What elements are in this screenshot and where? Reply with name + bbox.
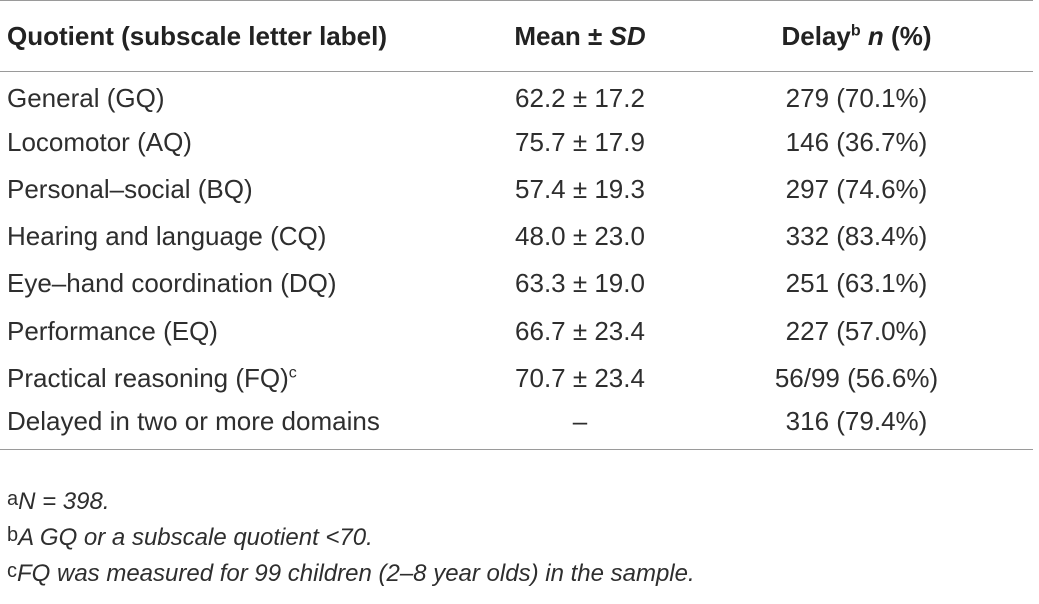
row-quotient-label: Hearing and language (CQ) (7, 221, 327, 252)
row-footnote-mark: c (288, 364, 297, 382)
footnote-text: N = 398. (18, 488, 110, 515)
row-quotient-label: Eye–hand coordination (DQ) (7, 268, 337, 299)
row-quotient: Practical reasoning (FQ)c (0, 355, 480, 402)
row-delay: 56/99 (56.6%) (774, 362, 939, 393)
row-mean: – (572, 405, 588, 436)
footnote-mark: c (7, 560, 17, 582)
row-quotient: Personal–social (BQ) (0, 166, 480, 213)
row-delay: 316 (79.4%) (785, 405, 928, 436)
header-delay: Delayb n (%) (680, 1, 1033, 72)
footnote-text: FQ was measured for 99 children (2–8 yea… (17, 560, 695, 587)
row-quotient-label: Personal–social (BQ) (7, 173, 253, 204)
table-footnotes: aN = 398. bA GQ or a subscale quotient <… (7, 484, 695, 592)
table-body: General (GQ) 62.2 ± 17.2 279 (70.1%) Loc… (0, 72, 1033, 449)
table-header: Quotient (subscale letter label) Mean ± … (0, 0, 1033, 72)
header-quotient: Quotient (subscale letter label) (7, 20, 387, 51)
header-mean-label: Mean ± (514, 20, 610, 51)
row-delay: 146 (36.7%) (785, 126, 928, 157)
row-mean: 57.4 ± 19.3 (515, 173, 645, 204)
row-delay: 297 (74.6%) (785, 173, 928, 204)
header-delay-label: Delay (781, 20, 851, 51)
row-delay: 279 (70.1%) (785, 82, 928, 113)
row-quotient-label: Performance (EQ) (7, 315, 218, 346)
header-delay-pct: (%) (883, 20, 932, 51)
row-mean: 75.7 ± 17.9 (515, 126, 645, 157)
table-row: Locomotor (AQ) 75.7 ± 17.9 146 (36.7%) (0, 119, 1033, 166)
header-row: Quotient (subscale letter label) Mean ± … (0, 0, 1033, 72)
row-quotient: Locomotor (AQ) (0, 119, 480, 166)
header-delay-footnote-mark: b (850, 21, 861, 39)
footnote-mark: b (7, 524, 19, 546)
row-quotient-label: General (GQ) (7, 82, 165, 113)
results-table: Quotient (subscale letter label) Mean ± … (0, 0, 1033, 449)
footnote: aN = 398. (7, 484, 695, 520)
footnote: cFQ was measured for 99 children (2–8 ye… (7, 556, 695, 592)
row-quotient: General (GQ) (0, 72, 480, 119)
row-mean: 66.7 ± 23.4 (515, 315, 645, 346)
row-delay: 251 (63.1%) (785, 268, 928, 299)
footnote-mark: a (7, 488, 19, 510)
row-quotient: Hearing and language (CQ) (0, 213, 480, 260)
footnote-text: A GQ or a subscale quotient <70. (18, 524, 373, 551)
table-row: General (GQ) 62.2 ± 17.2 279 (70.1%) (0, 72, 1033, 119)
row-delay: 332 (83.4%) (785, 221, 928, 252)
row-mean: 63.3 ± 19.0 (515, 268, 645, 299)
row-quotient-label: Delayed in two or more domains (7, 405, 380, 436)
row-quotient: Eye–hand coordination (DQ) (0, 260, 480, 307)
table-row: Delayed in two or more domains – 316 (79… (0, 402, 1033, 449)
row-quotient-label: Locomotor (AQ) (7, 126, 192, 157)
row-mean: 48.0 ± 23.0 (515, 221, 645, 252)
header-mean-sd: Mean ± SD (480, 1, 680, 72)
row-quotient: Delayed in two or more domains (0, 402, 480, 449)
row-quotient-label: Practical reasoning (FQ) (7, 362, 289, 393)
row-delay: 227 (57.0%) (785, 315, 928, 346)
table-row: Practical reasoning (FQ)c 70.7 ± 23.4 56… (0, 355, 1033, 402)
header-delay-n: n (867, 20, 884, 51)
footnote: bA GQ or a subscale quotient <70. (7, 520, 695, 556)
row-quotient: Performance (EQ) (0, 307, 480, 354)
header-sd-label: SD (609, 20, 646, 51)
table-row: Eye–hand coordination (DQ) 63.3 ± 19.0 2… (0, 260, 1033, 307)
row-mean: 70.7 ± 23.4 (515, 362, 645, 393)
results-table-container: Quotient (subscale letter label) Mean ± … (0, 0, 1033, 449)
row-mean: 62.2 ± 17.2 (515, 82, 645, 113)
table-row: Performance (EQ) 66.7 ± 23.4 227 (57.0%) (0, 307, 1033, 354)
table-row: Hearing and language (CQ) 48.0 ± 23.0 33… (0, 213, 1033, 260)
table-row: Personal–social (BQ) 57.4 ± 19.3 297 (74… (0, 166, 1033, 213)
